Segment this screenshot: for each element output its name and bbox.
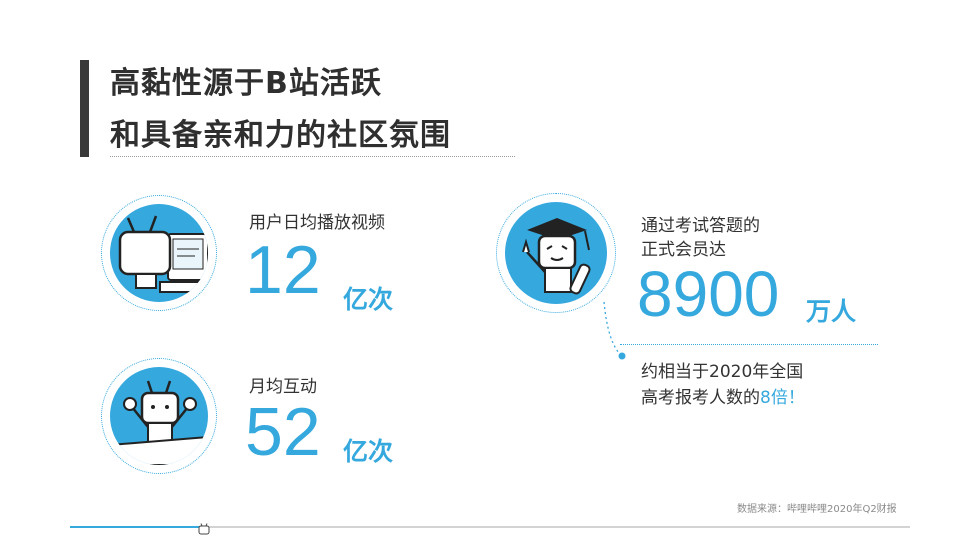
interaction-illustration <box>101 358 217 474</box>
tv-mascot-computer-icon <box>110 204 208 302</box>
members-note-highlight: 8倍！ <box>760 388 805 408</box>
title-accent-bar <box>80 60 89 157</box>
members-label-line-2: 正式会员达 <box>641 240 726 260</box>
members-value: 8900 <box>637 258 780 330</box>
members-label-line-1: 通过考试答题的 <box>641 216 760 236</box>
members-unit: 万人 <box>806 297 857 326</box>
interaction-label: 月均互动 <box>249 377 317 397</box>
members-note-line-1: 约相当于2020年全国 <box>641 362 804 382</box>
daily-video-illustration <box>101 195 217 311</box>
tv-mascot-progress-icon <box>198 520 210 539</box>
progress-fill <box>70 526 204 528</box>
daily-video-label: 用户日均播放视频 <box>249 213 385 233</box>
members-note-text: 高考报考人数的 <box>641 388 760 408</box>
interaction-unit: 亿次 <box>343 437 394 466</box>
tv-mascot-hands-up-icon <box>110 367 208 465</box>
page-title-line-2: 和具备亲和力的社区氛围 <box>110 118 451 153</box>
interaction-value: 52 <box>245 394 321 470</box>
daily-video-value: 12 <box>245 232 321 308</box>
tv-mascot-graduate-icon <box>505 202 607 304</box>
members-divider <box>620 344 878 345</box>
members-note-line-2: 高考报考人数的8倍！ <box>641 383 805 408</box>
daily-video-unit: 亿次 <box>343 285 394 314</box>
members-connector <box>603 301 626 360</box>
page-title-line-1: 高黏性源于B站活跃 <box>110 66 382 101</box>
data-source: 数据来源：哔哩哔哩2020年Q2财报 <box>737 504 897 515</box>
members-illustration <box>496 193 616 313</box>
progress-track <box>70 526 910 528</box>
title-divider <box>110 156 515 157</box>
